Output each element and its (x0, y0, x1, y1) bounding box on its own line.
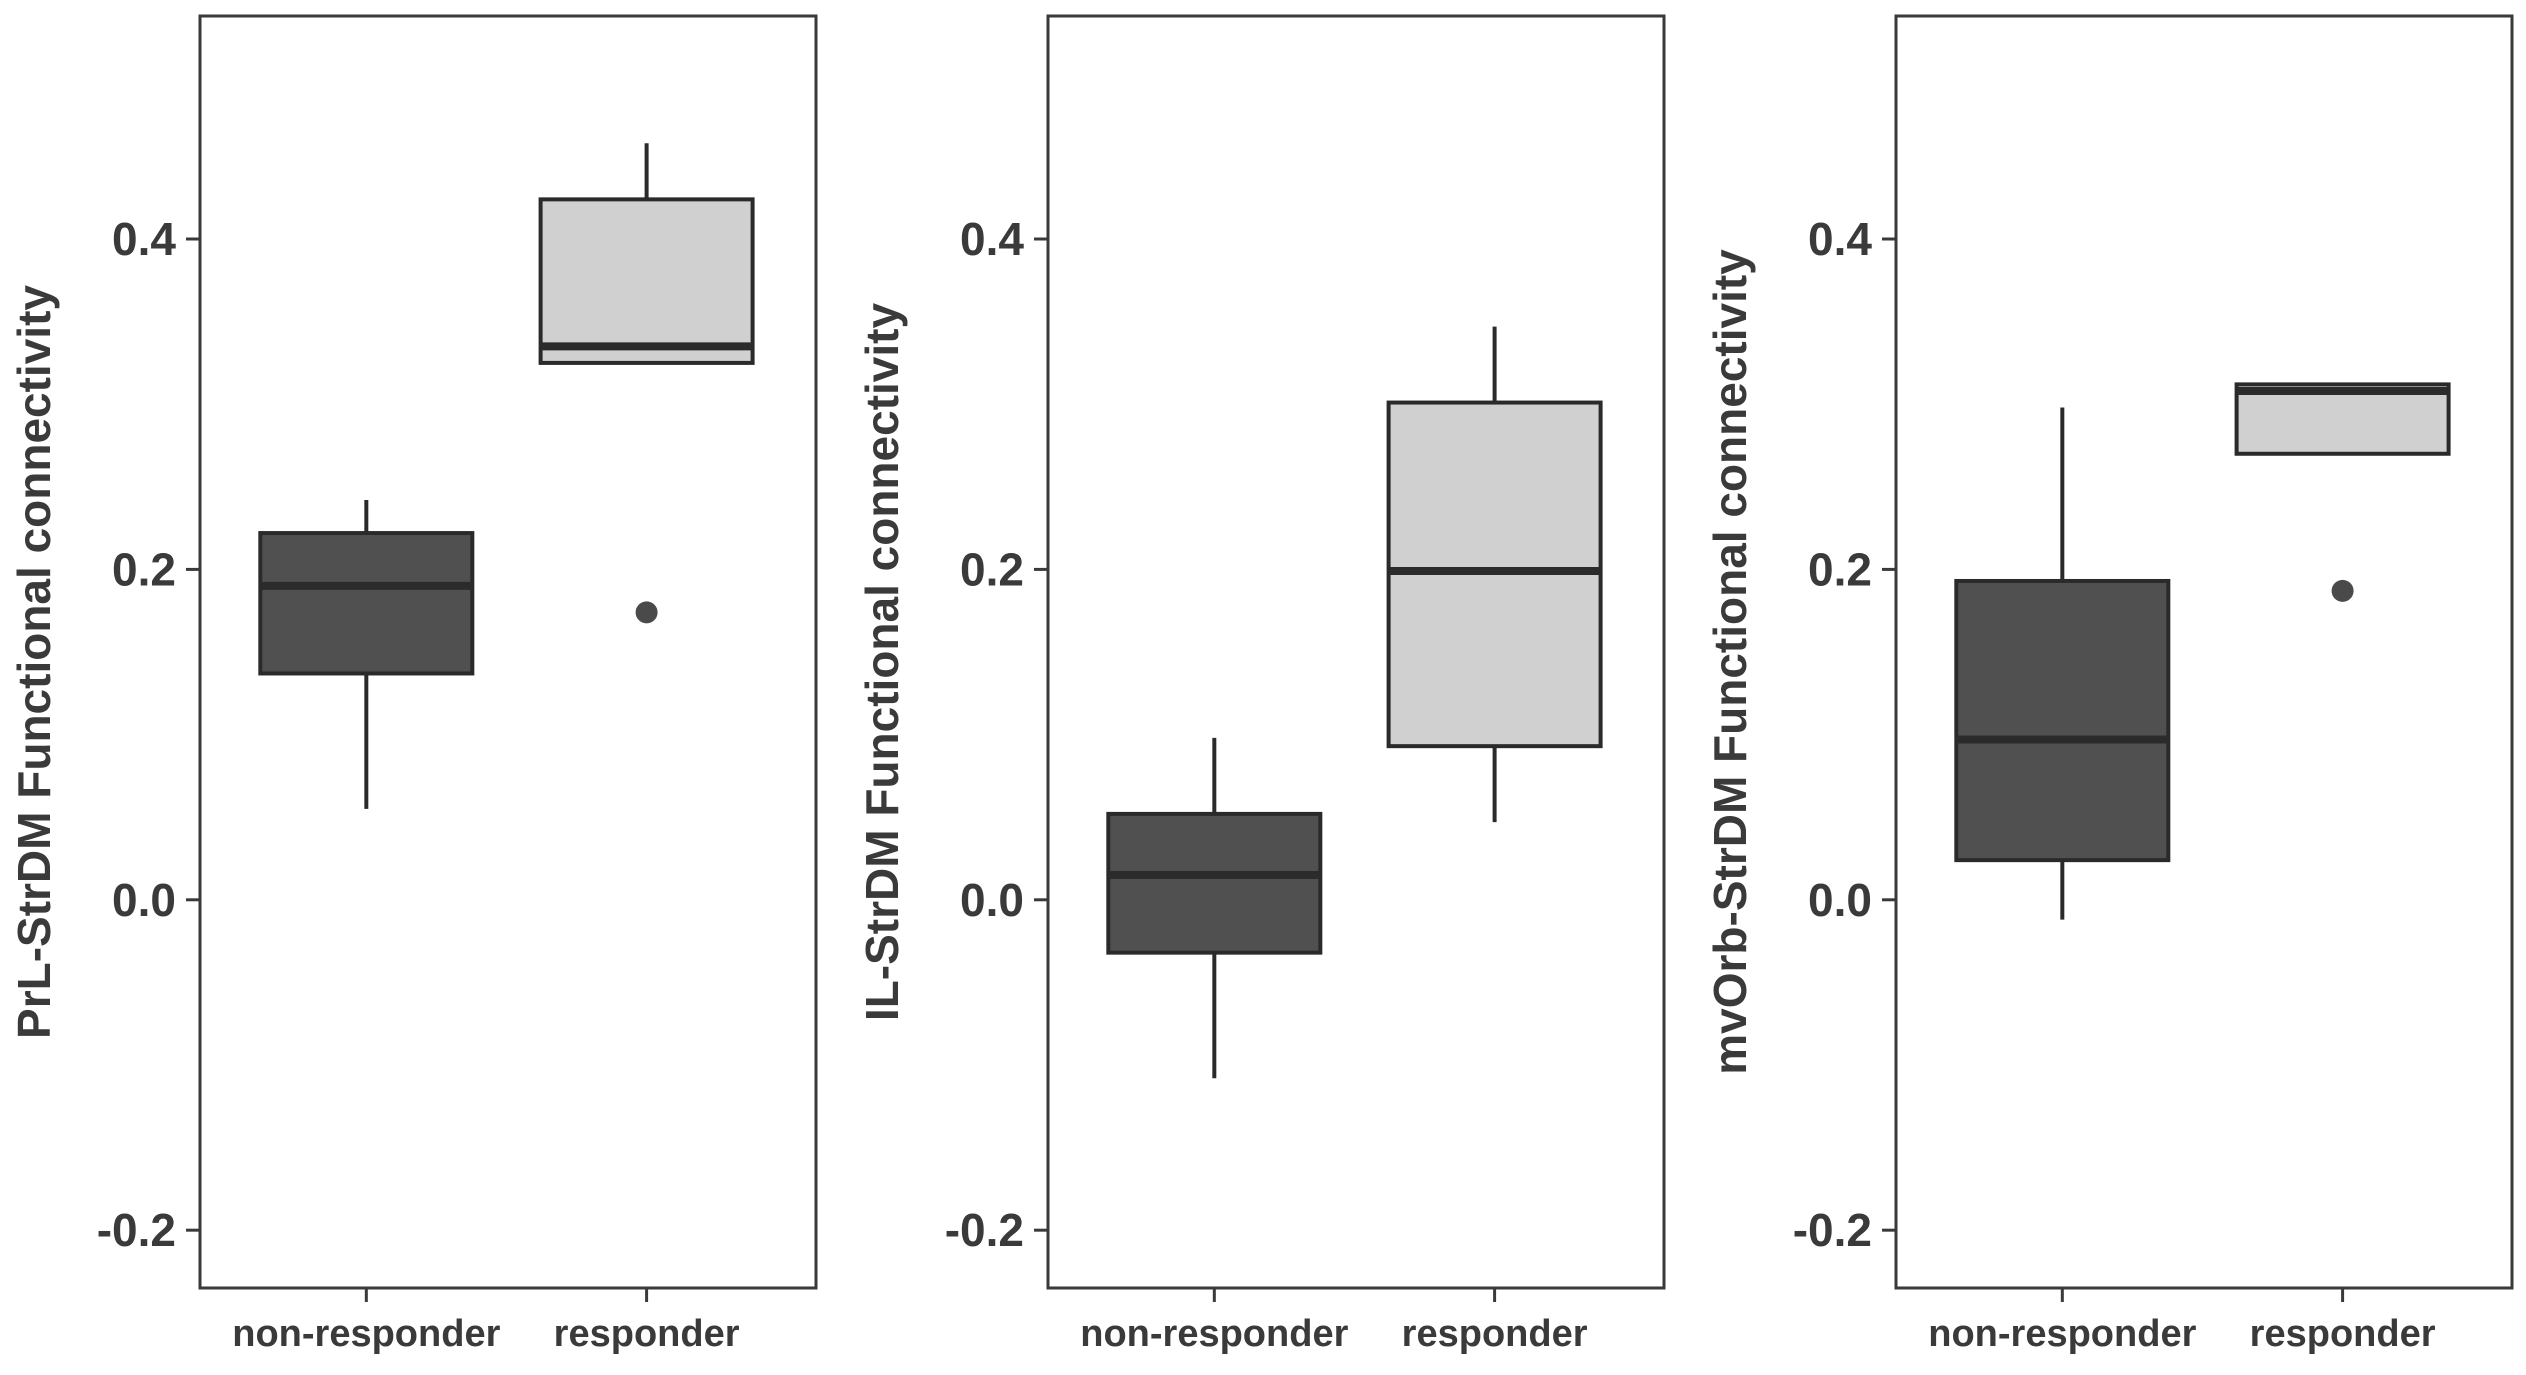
y-tick-label: -0.2 (945, 1204, 1024, 1256)
box-iqr (2234, 382, 2451, 456)
chart-panel-3: mvOrb-StrDM Functional connectivity -0.2 0… (1704, 14, 2514, 1355)
y-tick-label: 0.2 (1808, 543, 1872, 595)
y-tick-label: 0.4 (1808, 213, 1872, 265)
y-tick-label: -0.2 (97, 1204, 176, 1256)
x-category-label: non-responder (1080, 1313, 1348, 1355)
box-iqr (1106, 811, 1323, 955)
box-non-responder (1106, 737, 1323, 1079)
box-iqr (1954, 578, 2171, 863)
y-axis-title: PrL-StrDM Functional connectivity (8, 285, 60, 1039)
x-category-label: responder (1402, 1313, 1588, 1355)
box-non-responder (1954, 407, 2171, 920)
x-category-label: non-responder (1928, 1313, 2196, 1355)
y-tick-label: 0.0 (112, 874, 176, 926)
box-responder (1386, 326, 1603, 823)
box-responder (2234, 382, 2451, 602)
box-non-responder (258, 500, 475, 809)
box-iqr (538, 197, 755, 365)
y-tick-label: 0.4 (960, 213, 1024, 265)
y-tick-label: 0.0 (960, 874, 1024, 926)
y-tick-label: 0.0 (1808, 874, 1872, 926)
x-category-label: non-responder (232, 1313, 500, 1355)
box-responder (538, 143, 755, 624)
outlier-point (2331, 579, 2354, 602)
y-tick-label: 0.2 (112, 543, 176, 595)
y-tick-label: 0.2 (960, 543, 1024, 595)
chart-panel-1: PrL-StrDM Functional connectivity -0.2 0.0… (8, 14, 818, 1355)
x-category-label: responder (2250, 1313, 2436, 1355)
chart-panel-2: IL-StrDM Functional connectivity -0.2 0.0 0… (856, 14, 1666, 1355)
y-axis-title: IL-StrDM Functional connectivity (856, 303, 908, 1022)
outlier-point (635, 601, 658, 624)
x-category-label: responder (554, 1313, 740, 1355)
box-iqr (258, 531, 475, 676)
y-tick-label: 0.4 (112, 213, 176, 265)
y-axis-title: mvOrb-StrDM Functional connectivity (1704, 249, 1756, 1075)
y-tick-label: -0.2 (1793, 1204, 1872, 1256)
